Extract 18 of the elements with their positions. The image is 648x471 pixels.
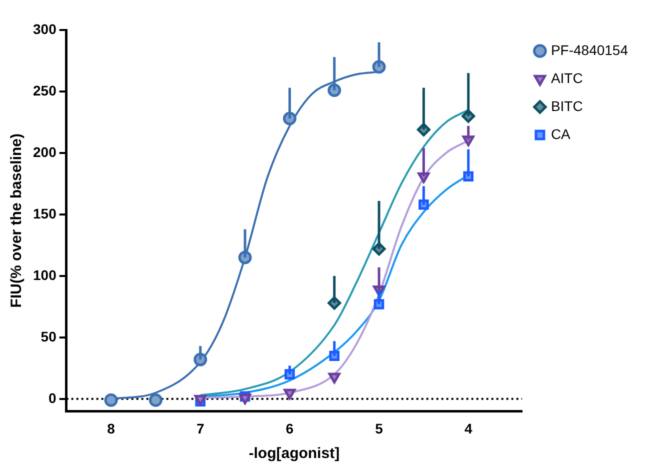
legend-label: BITC bbox=[550, 98, 583, 114]
y-axis-title: FIU(% over the baseline) bbox=[8, 133, 26, 308]
y-tick-label: 0 bbox=[48, 390, 57, 406]
y-tick-label: 300 bbox=[33, 20, 57, 37]
legend-label: PF-4840154 bbox=[550, 42, 628, 58]
y-tick-label: 250 bbox=[33, 82, 57, 98]
legend-label: AITC bbox=[550, 70, 583, 86]
legend-label: CA bbox=[550, 126, 572, 142]
x-tick-label: 4 bbox=[464, 420, 472, 436]
y-tick-label: 200 bbox=[33, 144, 57, 160]
x-tick-label: 6 bbox=[286, 420, 294, 436]
x-tick-label: 7 bbox=[196, 420, 204, 436]
y-tick-label: 100 bbox=[33, 266, 57, 283]
x-axis-title: -log[agonist] bbox=[248, 445, 340, 462]
y-tick-label: 150 bbox=[33, 205, 57, 222]
y-tick-label: 50 bbox=[40, 328, 57, 344]
x-tick-label: 8 bbox=[107, 420, 116, 436]
x-tick-label: 5 bbox=[375, 420, 384, 436]
